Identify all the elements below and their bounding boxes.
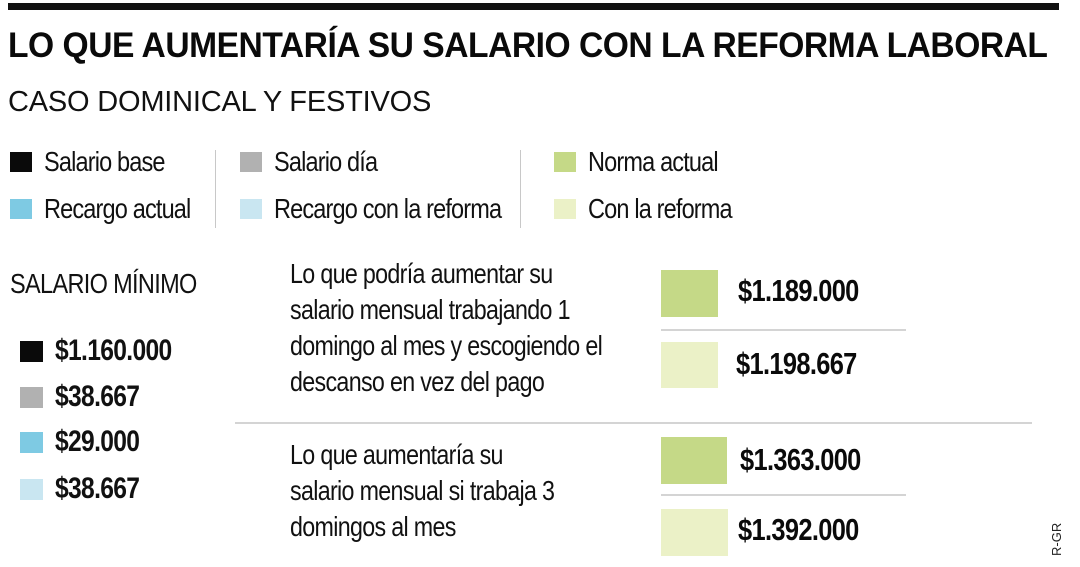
minimum-wage-item-recargo-reforma: $38.667 bbox=[20, 472, 158, 506]
credit-label: R-GR bbox=[1049, 522, 1064, 556]
legend-item-con-reforma: Con la reforma bbox=[554, 193, 759, 225]
legend-swatch-icon bbox=[554, 152, 576, 172]
description-line: Lo que aumentaría su bbox=[290, 439, 503, 470]
legend-swatch-icon bbox=[10, 199, 32, 219]
legend-divider bbox=[520, 150, 521, 228]
minimum-wage-value: $38.667 bbox=[55, 380, 140, 413]
scenario-1-description: Lo que podría aumentar su salario mensua… bbox=[290, 256, 603, 400]
swatch-icon bbox=[20, 431, 43, 453]
legend-item-recargo-reforma: Recargo con la reforma bbox=[240, 193, 545, 225]
swatch-icon bbox=[20, 478, 43, 500]
page-subtitle: CASO DOMINICAL Y FESTIVOS bbox=[8, 86, 432, 118]
description-line: Lo que podría aumentar su bbox=[290, 258, 553, 289]
scenario-2-current-bar bbox=[661, 437, 727, 484]
minimum-wage-title: SALARIO MÍNIMO bbox=[10, 268, 197, 299]
legend-label: Salario día bbox=[274, 146, 378, 177]
legend-item-salario-dia: Salario día bbox=[240, 146, 397, 178]
minimum-wage-value: $1.160.000 bbox=[55, 334, 172, 367]
description-line: domingo al mes y escogiendo el bbox=[290, 330, 603, 361]
legend-swatch-icon bbox=[554, 199, 576, 219]
swatch-icon bbox=[20, 386, 43, 408]
legend-label: Norma actual bbox=[588, 146, 719, 177]
legend-label: Salario base bbox=[44, 146, 166, 177]
scenario-1-reform-value: $1.198.667 bbox=[736, 346, 857, 381]
page-title: LO QUE AUMENTARÍA SU SALARIO CON LA REFO… bbox=[8, 26, 1048, 65]
scenario-1-current-bar bbox=[661, 270, 718, 317]
scenario-2-reform-bar bbox=[661, 509, 728, 556]
scenario-1-current-value: $1.189.000 bbox=[738, 273, 859, 308]
legend-item-norma-actual: Norma actual bbox=[554, 146, 743, 178]
legend-label: Con la reforma bbox=[588, 193, 733, 224]
description-line: domingos al mes bbox=[290, 511, 456, 542]
row-divider bbox=[661, 329, 906, 331]
minimum-wage-value: $29.000 bbox=[55, 425, 140, 458]
minimum-wage-item-dia: $38.667 bbox=[20, 380, 158, 414]
minimum-wage-item-recargo-actual: $29.000 bbox=[20, 425, 158, 459]
legend-divider bbox=[215, 150, 216, 228]
description-line: salario mensual trabajando 1 bbox=[290, 294, 571, 325]
minimum-wage-item-base: $1.160.000 bbox=[20, 334, 197, 368]
description-line: descanso en vez del pago bbox=[290, 366, 545, 397]
section-divider bbox=[235, 422, 1032, 424]
row-divider bbox=[661, 494, 906, 496]
swatch-icon bbox=[20, 340, 43, 362]
legend-swatch-icon bbox=[240, 199, 262, 219]
scenario-2-reform-value: $1.392.000 bbox=[738, 512, 859, 547]
legend-swatch-icon bbox=[240, 152, 262, 172]
legend-item-salario-base: Salario base bbox=[10, 146, 188, 178]
minimum-wage-value: $38.667 bbox=[55, 472, 140, 505]
legend-label: Recargo con la reforma bbox=[274, 193, 502, 224]
scenario-2-current-value: $1.363.000 bbox=[740, 442, 861, 477]
legend-label: Recargo actual bbox=[44, 193, 191, 224]
top-rule bbox=[8, 3, 1059, 10]
scenario-2-description: Lo que aumentaría su salario mensual si … bbox=[290, 437, 555, 545]
scenario-1-reform-bar bbox=[661, 342, 718, 388]
legend-swatch-icon bbox=[10, 152, 32, 172]
description-line: salario mensual si trabaja 3 bbox=[290, 475, 555, 506]
legend-item-recargo-actual: Recargo actual bbox=[10, 193, 218, 225]
